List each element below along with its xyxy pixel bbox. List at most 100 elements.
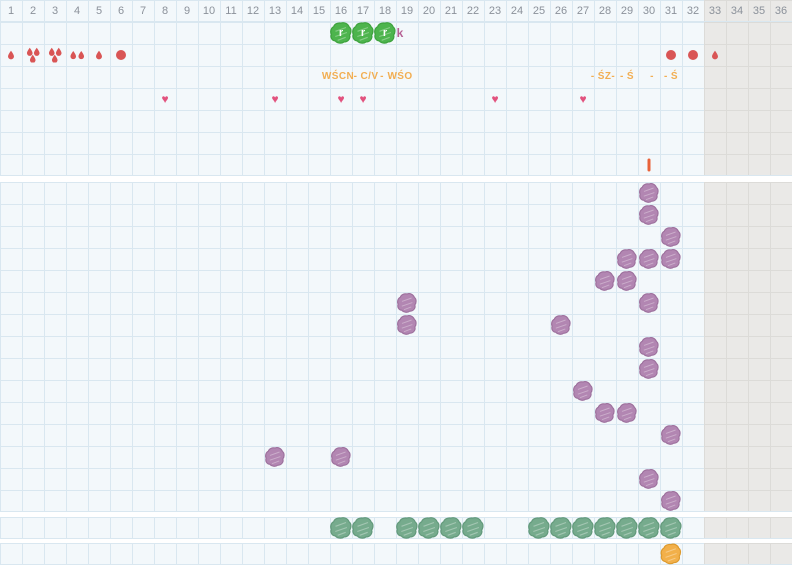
day-header-8[interactable]: 8 (161, 5, 169, 17)
bleeding-drop-3-mark[interactable] (48, 47, 63, 63)
day-header-10[interactable]: 10 (202, 5, 216, 17)
fertile-day-mark[interactable] (550, 517, 573, 540)
temperature-dot[interactable] (397, 293, 418, 314)
mucus-code[interactable]: - Ś (664, 72, 678, 82)
mucus-code[interactable]: - ŚZ- (591, 72, 615, 82)
day-header-36[interactable]: 36 (774, 5, 788, 17)
intercourse-heart-mark[interactable]: ♥ (337, 93, 344, 105)
day-header-6[interactable]: 6 (117, 5, 125, 17)
fertile-day-mark[interactable] (616, 517, 639, 540)
temperature-dot[interactable] (639, 469, 660, 490)
temperature-dot[interactable] (639, 359, 660, 380)
day-header-21[interactable]: 21 (444, 5, 458, 17)
day-header-3[interactable]: 3 (51, 5, 59, 17)
observations-section[interactable]: r r r k WŚCN - C/V - WŚO - ŚZ- - Ś-- Ś ♥ ♥ ♥ ♥ ♥ ♥ (0, 22, 792, 176)
day-header-19[interactable]: 19 (400, 5, 414, 17)
day-header-13[interactable]: 13 (268, 5, 282, 17)
temperature-dot[interactable] (639, 183, 660, 204)
day-header-28[interactable]: 28 (598, 5, 612, 17)
mucus-code[interactable]: - (380, 72, 384, 82)
intercourse-heart-mark[interactable]: ♥ (271, 93, 278, 105)
day-header-4[interactable]: 4 (73, 5, 81, 17)
fertile-day-mark[interactable] (572, 517, 595, 540)
day-header-35[interactable]: 35 (752, 5, 766, 17)
bleeding-drop-1-mark[interactable] (8, 50, 15, 60)
day-header-23[interactable]: 23 (488, 5, 502, 17)
day-header-31[interactable]: 31 (664, 5, 678, 17)
peak-day-mark[interactable]: r (330, 22, 353, 45)
day-header-17[interactable]: 17 (356, 5, 370, 17)
fertile-day-mark[interactable] (660, 517, 683, 540)
day-header-20[interactable]: 20 (422, 5, 436, 17)
mucus-code[interactable]: - (650, 72, 654, 82)
day-header-5[interactable]: 5 (95, 5, 103, 17)
day-header-33[interactable]: 33 (708, 5, 722, 17)
temperature-chart-section[interactable] (0, 182, 792, 512)
fertile-day-mark[interactable] (352, 517, 375, 540)
day-header-9[interactable]: 9 (183, 5, 191, 17)
cycle-label-mark[interactable] (660, 543, 682, 565)
day-header-14[interactable]: 14 (290, 5, 304, 17)
day-header-12[interactable]: 12 (246, 5, 260, 17)
intercourse-heart-mark[interactable]: ♥ (359, 93, 366, 105)
temperature-dot[interactable] (639, 293, 660, 314)
day-header-30[interactable]: 30 (642, 5, 656, 17)
bleeding-dot-mark[interactable] (666, 50, 676, 60)
temperature-dot[interactable] (639, 337, 660, 358)
temperature-dot[interactable] (617, 249, 638, 270)
day-header-26[interactable]: 26 (554, 5, 568, 17)
temperature-dot[interactable] (397, 315, 418, 336)
fertile-day-mark[interactable] (418, 517, 441, 540)
mucus-code[interactable]: - C/V (354, 72, 379, 82)
mucus-code[interactable]: WŚCN (322, 72, 354, 82)
fertile-day-mark[interactable] (594, 517, 617, 540)
day-header-16[interactable]: 16 (334, 5, 348, 17)
fertile-days-row[interactable] (0, 517, 792, 539)
day-header-25[interactable]: 25 (532, 5, 546, 17)
day-header-11[interactable]: 11 (225, 5, 237, 17)
peak-day-mark[interactable]: r (352, 22, 375, 45)
day-header-29[interactable]: 29 (620, 5, 634, 17)
peak-day-mark[interactable]: r (374, 22, 397, 45)
bleeding-drop-1-mark[interactable] (96, 50, 103, 60)
day-header-7[interactable]: 7 (139, 5, 147, 17)
day-header-27[interactable]: 27 (576, 5, 590, 17)
day-header-32[interactable]: 32 (686, 5, 700, 17)
day-header-22[interactable]: 22 (466, 5, 480, 17)
temperature-dot[interactable] (595, 271, 616, 292)
mucus-code[interactable]: WŚO (387, 72, 412, 82)
fertile-day-mark[interactable] (330, 517, 353, 540)
temperature-dot[interactable] (551, 315, 572, 336)
temperature-dot[interactable] (573, 381, 594, 402)
temperature-dot[interactable] (617, 271, 638, 292)
temperature-dot[interactable] (661, 425, 682, 446)
bleeding-drop-3-mark[interactable] (26, 47, 41, 63)
mucus-code[interactable]: - Ś (620, 72, 634, 82)
day-header-18[interactable]: 18 (378, 5, 392, 17)
temperature-dot[interactable] (265, 447, 286, 468)
fertile-day-mark[interactable] (528, 517, 551, 540)
peak-letter-mark[interactable]: k (397, 27, 404, 39)
day-header-34[interactable]: 34 (730, 5, 744, 17)
day-header-1[interactable]: 1 (7, 5, 15, 17)
fertile-day-mark[interactable] (462, 517, 485, 540)
temperature-dot[interactable] (661, 491, 682, 512)
day-header-24[interactable]: 24 (510, 5, 524, 17)
cycle-label-row[interactable] (0, 543, 792, 565)
temperature-dot[interactable] (639, 249, 660, 270)
fertile-day-mark[interactable] (638, 517, 661, 540)
intensity-mark[interactable] (647, 158, 651, 172)
temperature-dot[interactable] (661, 227, 682, 248)
intercourse-heart-mark[interactable]: ♥ (491, 93, 498, 105)
day-header-2[interactable]: 2 (29, 5, 37, 17)
temperature-dot[interactable] (661, 249, 682, 270)
day-header-15[interactable]: 15 (312, 5, 326, 17)
bleeding-dot-mark[interactable] (688, 50, 698, 60)
bleeding-drop-2-mark[interactable] (70, 51, 84, 60)
temperature-dot[interactable] (595, 403, 616, 424)
bleeding-dot-mark[interactable] (116, 50, 126, 60)
temperature-dot[interactable] (617, 403, 638, 424)
intercourse-heart-mark[interactable]: ♥ (579, 93, 586, 105)
bleeding-drop-1-mark[interactable] (712, 50, 719, 60)
intercourse-heart-mark[interactable]: ♥ (161, 93, 168, 105)
